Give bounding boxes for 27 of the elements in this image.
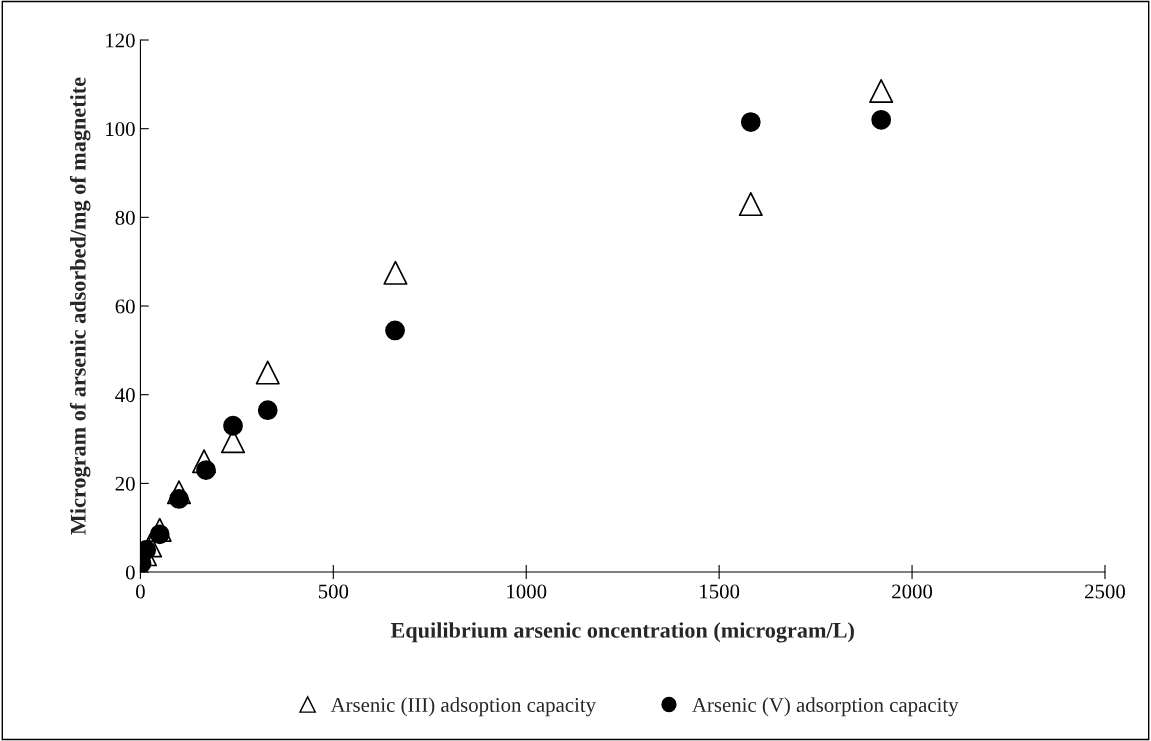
y-tick-label: 20 [115, 476, 135, 491]
x-tick-label: 2500 [1085, 584, 1125, 599]
point [869, 78, 894, 104]
point [383, 260, 408, 285]
y-tick-label: 120 [106, 33, 135, 48]
point [149, 524, 170, 545]
point [255, 360, 280, 385]
x-tick-label: 500 [318, 584, 349, 599]
x-tick-label: 1500 [700, 584, 740, 599]
y-tick-label: 40 [115, 388, 135, 403]
y-tick-label: 80 [115, 210, 135, 225]
point [257, 400, 278, 421]
legend-label: Arsenic (V) adsorption capacity [692, 697, 959, 717]
legend-label: Arsenic (III) adsoption capacity [330, 697, 596, 717]
x-tick-label: 1000 [507, 584, 547, 599]
y-tick-label: 60 [115, 299, 135, 314]
point [740, 112, 761, 132]
point [385, 320, 405, 341]
x-tick-label: 2000 [892, 584, 933, 599]
y-axis-title: Microgram of arsenic adsorbed/mg of magnetite [69, 77, 91, 535]
x-tick-label: 0 [136, 584, 145, 599]
point [871, 109, 892, 130]
point [738, 192, 763, 217]
y-tick-label: 100 [106, 122, 135, 137]
point [223, 415, 243, 436]
x-axis-title: Equilibrium arsenic oncentration (microgram/L) [390, 622, 854, 643]
y-tick-label: 0 [125, 565, 135, 580]
